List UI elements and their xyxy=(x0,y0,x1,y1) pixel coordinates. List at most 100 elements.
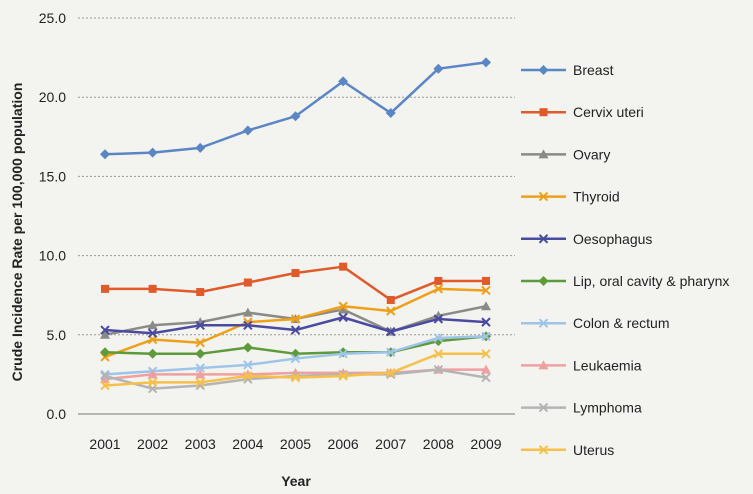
data-point-lip-oral-cavity-pharynx xyxy=(338,347,349,358)
legend-item-thyroid: Thyroid xyxy=(521,189,620,205)
y-tick-label: 10.0 xyxy=(39,248,66,264)
x-tick-label: 2003 xyxy=(185,436,216,452)
x-tick-label: 2001 xyxy=(89,436,120,452)
legend-marker xyxy=(538,318,549,328)
y-axis-ticks: 0.0 5.0 10.0 15.0 20.0 25.0 xyxy=(39,10,66,422)
data-point-lymphoma xyxy=(481,372,491,383)
data-point-oesophagus xyxy=(433,314,444,324)
data-point-leukaemia xyxy=(195,369,206,379)
data-point-oesophagus xyxy=(147,328,158,338)
data-point-breast xyxy=(385,108,396,119)
y-tick-label: 25.0 xyxy=(39,10,66,26)
series-breast xyxy=(100,57,491,160)
x-tick-label: 2008 xyxy=(423,436,454,452)
data-point-uterus xyxy=(433,349,444,359)
data-point-colon-rectum xyxy=(243,360,253,370)
data-point-cervix-uteri xyxy=(148,284,157,293)
legend-marker xyxy=(538,65,549,75)
x-tick-label: 2004 xyxy=(232,436,263,452)
data-point-leukaemia xyxy=(481,364,491,374)
data-point-ovary xyxy=(481,301,491,311)
x-tick-label: 2005 xyxy=(280,436,311,452)
data-point-leukaemia xyxy=(100,374,110,384)
data-point-oesophagus xyxy=(290,325,301,335)
data-point-uterus xyxy=(100,380,110,391)
data-point-thyroid xyxy=(338,301,348,311)
data-point-oesophagus xyxy=(243,320,253,331)
data-point-uterus xyxy=(147,377,158,388)
data-point-cervix-uteri xyxy=(434,276,443,285)
data-point-breast xyxy=(242,125,253,136)
legend-label: Leukaemia xyxy=(573,357,642,373)
data-point-lip-oral-cavity-pharynx xyxy=(147,348,158,359)
data-point-breast xyxy=(433,63,444,74)
data-point-lip-oral-cavity-pharynx xyxy=(195,348,206,359)
legend-label: Oesophagus xyxy=(573,231,652,247)
data-point-breast xyxy=(290,111,301,122)
series-cervix-uteri xyxy=(101,262,490,304)
data-point-thyroid xyxy=(433,284,444,294)
data-point-cervix-uteri xyxy=(291,269,300,278)
data-point-ovary xyxy=(100,329,110,339)
legend-label: Colon & rectum xyxy=(573,315,669,331)
legend-label: Cervix uteri xyxy=(573,104,644,120)
legend-marker xyxy=(538,191,549,202)
data-point-ovary xyxy=(242,307,253,317)
data-point-cervix-uteri xyxy=(339,262,348,271)
legend-label: Thyroid xyxy=(573,189,620,205)
legend-marker xyxy=(538,445,549,455)
legend-item-colon-rectum: Colon & rectum xyxy=(521,315,669,331)
series-line-breast xyxy=(104,61,487,156)
y-tick-label: 5.0 xyxy=(47,327,67,343)
data-point-ovary xyxy=(338,304,349,314)
data-point-uterus xyxy=(338,371,348,381)
data-point-cervix-uteri xyxy=(386,295,395,304)
data-point-breast xyxy=(147,147,158,158)
legend-marker xyxy=(538,149,549,159)
data-point-oesophagus xyxy=(481,317,491,327)
data-point-lymphoma xyxy=(100,371,110,381)
data-point-cervix-uteri xyxy=(243,278,252,287)
x-tick-label: 2009 xyxy=(470,436,501,452)
data-point-thyroid xyxy=(290,314,301,324)
data-point-cervix-uteri xyxy=(482,276,490,285)
data-point-lip-oral-cavity-pharynx xyxy=(100,347,110,358)
legend-item-cervix-uteri: Cervix uteri xyxy=(521,104,644,120)
series-lip-oral-cavity-pharynx xyxy=(100,331,491,359)
data-point-thyroid xyxy=(195,338,205,348)
data-point-lymphoma xyxy=(433,364,444,375)
gridlines xyxy=(78,17,515,336)
legend: Breast Cervix uteri Ovary Thyroid Oesophagus… xyxy=(521,62,729,458)
x-tick-label: 2002 xyxy=(137,436,168,452)
x-tick-label: 2007 xyxy=(375,436,406,452)
y-tick-label: 0.0 xyxy=(47,406,67,422)
data-point-colon-rectum xyxy=(195,363,205,373)
data-point-breast xyxy=(195,142,206,153)
series-uterus xyxy=(100,349,491,391)
series-leukaemia xyxy=(100,364,491,384)
legend-marker xyxy=(539,108,548,117)
data-point-ovary xyxy=(147,320,158,330)
data-point-colon-rectum xyxy=(481,331,491,342)
data-point-cervix-uteri xyxy=(101,284,109,293)
data-point-cervix-uteri xyxy=(196,288,205,297)
data-point-oesophagus xyxy=(100,325,110,335)
legend-marker xyxy=(538,276,549,286)
y-axis-title: Crude Incidence Rate per 100,000 populat… xyxy=(9,83,25,382)
data-point-colon-rectum xyxy=(433,333,444,343)
data-point-uterus xyxy=(243,371,253,381)
legend-label: Breast xyxy=(573,62,614,78)
data-point-oesophagus xyxy=(195,320,205,331)
legend-item-breast: Breast xyxy=(521,62,614,78)
x-axis-title: Year xyxy=(281,473,311,489)
data-point-thyroid xyxy=(386,306,396,316)
data-point-thyroid xyxy=(481,285,491,296)
data-point-leukaemia xyxy=(147,369,158,379)
legend-marker xyxy=(538,234,549,244)
legend-item-oesophagus: Oesophagus xyxy=(521,231,652,247)
legend-item-lip-oral-cavity-pharynx: Lip, oral cavity & pharynx xyxy=(521,273,729,289)
data-point-uterus xyxy=(481,349,491,359)
legend-label: Uterus xyxy=(573,442,614,458)
series-oesophagus xyxy=(100,312,491,338)
